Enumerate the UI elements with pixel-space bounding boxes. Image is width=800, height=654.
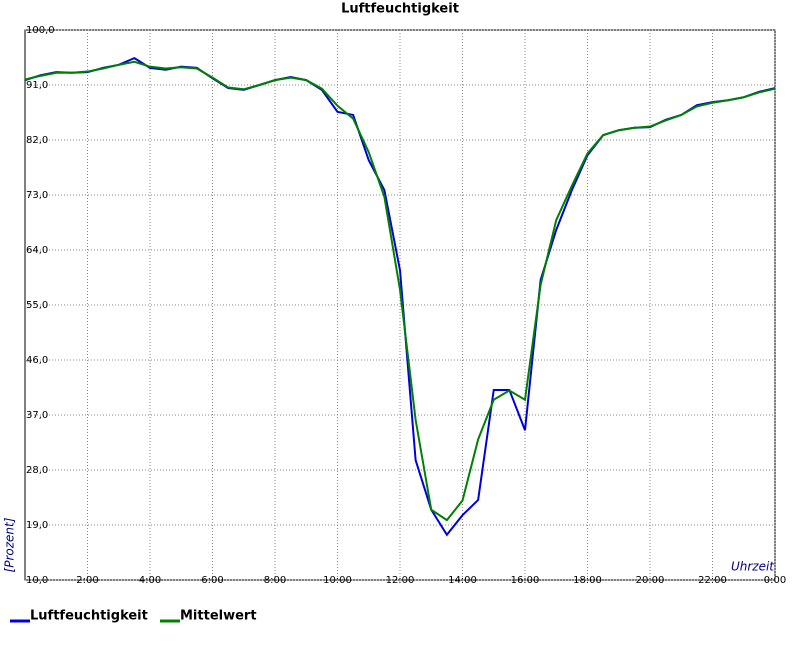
x-tick-label: 2:00 xyxy=(76,575,98,586)
legend-label: Luftfeuchtigkeit xyxy=(30,609,148,624)
x-axis-label: Uhrzeit xyxy=(731,560,775,574)
y-tick-label: 100,0 xyxy=(26,25,55,36)
y-tick-label: 64,0 xyxy=(26,245,48,256)
y-tick-label: 19,0 xyxy=(26,520,48,531)
y-tick-label: 55,0 xyxy=(26,300,48,311)
x-tick-label: 22:00 xyxy=(698,575,727,586)
x-tick-label: 12:00 xyxy=(386,575,415,586)
x-tick-label: 4:00 xyxy=(139,575,161,586)
x-tick-label: 16:00 xyxy=(511,575,540,586)
x-tick-label: 20:00 xyxy=(636,575,665,586)
x-tick-label: 10:00 xyxy=(323,575,352,586)
y-axis-label: [Prozent] xyxy=(3,517,17,572)
y-tick-label: 46,0 xyxy=(26,355,48,366)
legend-label: Mittelwert xyxy=(180,609,257,624)
chart-title: Luftfeuchtigkeit xyxy=(341,2,459,17)
x-tick-label: 8:00 xyxy=(264,575,286,586)
y-tick-label: 37,0 xyxy=(26,410,48,421)
y-tick-label: 10,0 xyxy=(26,575,48,586)
x-tick-label: 18:00 xyxy=(573,575,602,586)
x-tick-label: 14:00 xyxy=(448,575,477,586)
y-tick-label: 73,0 xyxy=(26,190,48,201)
x-tick-label: 0:00 xyxy=(764,575,786,586)
y-tick-label: 28,0 xyxy=(26,465,48,476)
x-tick-label: 6:00 xyxy=(201,575,223,586)
y-tick-label: 91,0 xyxy=(26,80,48,91)
data-line xyxy=(24,60,776,522)
y-tick-label: 82,0 xyxy=(26,135,48,146)
